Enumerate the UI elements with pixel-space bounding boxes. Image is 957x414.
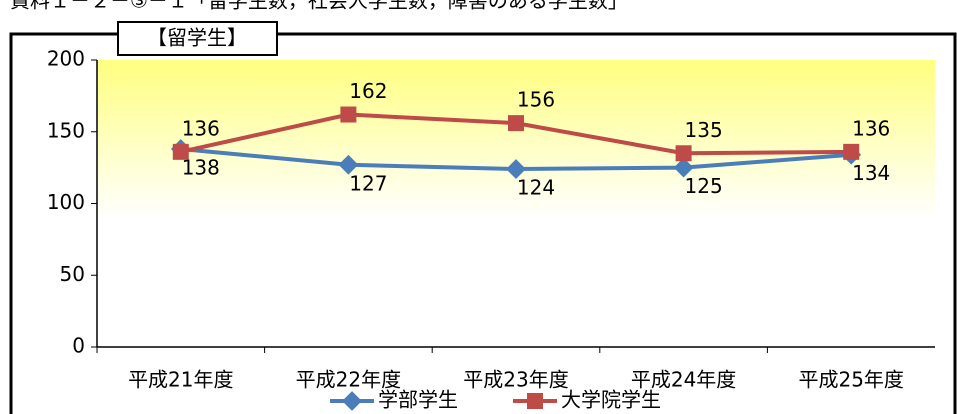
marker: [338, 154, 359, 175]
x-tick-label: 平成21年度: [128, 368, 233, 392]
marker: [508, 115, 524, 132]
y-tick-label: 100: [47, 190, 85, 214]
legend-marker: [527, 393, 543, 409]
data-label: 162: [349, 79, 387, 103]
legend-label: 学部学生: [378, 388, 458, 412]
y-tick-label: 200: [47, 47, 85, 71]
x-tick-label: 平成23年度: [463, 368, 568, 392]
data-label: 136: [852, 116, 890, 140]
data-label: 124: [517, 176, 555, 200]
y-tick-label: 50: [60, 262, 85, 286]
chart-title: 【留学生】: [147, 26, 247, 50]
x-tick-label: 平成25年度: [798, 368, 903, 392]
marker: [340, 106, 357, 123]
data-label: 125: [685, 174, 723, 198]
title-box: [117, 21, 278, 56]
data-label: 136: [182, 116, 220, 140]
marker: [843, 143, 860, 160]
x-tick-label: 平成24年度: [631, 368, 736, 392]
frame: [9, 32, 957, 414]
data-label: 135: [685, 118, 723, 142]
marker: [172, 143, 189, 160]
y-tick-label: 150: [47, 118, 85, 142]
x-tick-label: 平成22年度: [296, 368, 401, 392]
legend-label: 大学院学生: [561, 388, 661, 412]
marker: [675, 145, 692, 162]
legend-marker: [342, 391, 362, 411]
y-tick-label: 0: [72, 334, 85, 358]
data-label: 156: [517, 88, 555, 112]
data-label: 127: [349, 171, 387, 195]
data-label: 134: [852, 161, 890, 185]
plot-area: [97, 60, 935, 347]
caption: 資料１－２－③－１「留学生数，社会人学生数，障害のある学生数」: [10, 0, 628, 13]
